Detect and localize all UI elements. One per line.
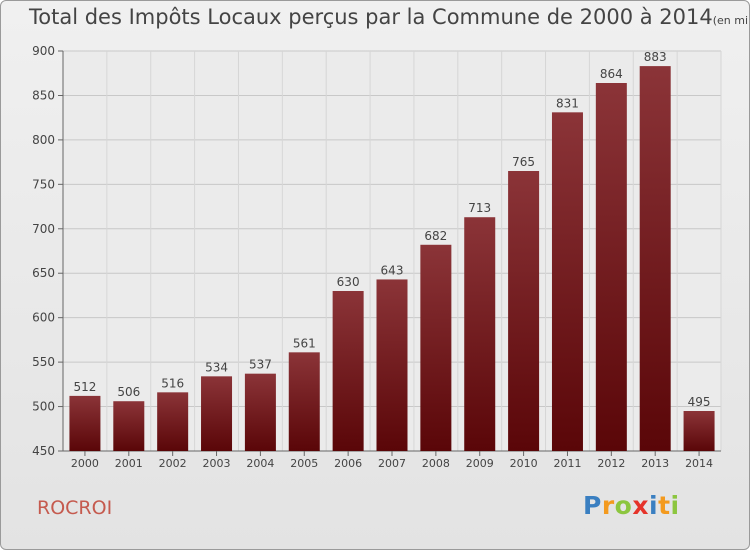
y-tick-label: 450 (32, 444, 55, 458)
y-tick-label: 850 (32, 88, 55, 102)
value-label: 537 (249, 358, 272, 372)
bar-2000 (69, 395, 101, 451)
value-label: 495 (688, 395, 711, 409)
bar-2013 (639, 66, 671, 451)
x-tick-label: 2003 (203, 457, 231, 470)
x-tick-label: 2007 (378, 457, 406, 470)
x-tick-label: 2009 (466, 457, 494, 470)
y-tick-label: 600 (32, 311, 55, 325)
logo-letter: i (670, 491, 680, 520)
value-label: 506 (117, 385, 140, 399)
x-tick-label: 2011 (553, 457, 581, 470)
value-label: 713 (468, 201, 491, 215)
x-tick-label: 2002 (159, 457, 187, 470)
value-label: 864 (600, 67, 623, 81)
bar-2003 (201, 376, 233, 451)
bar-2012 (595, 83, 627, 451)
logo-letter: P (583, 491, 602, 520)
x-tick-label: 2014 (685, 457, 713, 470)
x-tick-label: 2005 (290, 457, 318, 470)
logo-letter: i (649, 491, 659, 520)
y-tick-label: 800 (32, 133, 55, 147)
logo-letter: r (601, 491, 615, 520)
x-tick-label: 2001 (115, 457, 143, 470)
value-label: 765 (512, 155, 535, 169)
bar-2011 (551, 112, 583, 451)
bar-2014 (683, 411, 715, 451)
bar-2005 (288, 352, 320, 451)
y-tick-label: 750 (32, 177, 55, 191)
bar-2008 (420, 244, 452, 451)
y-tick-label: 650 (32, 266, 55, 280)
bars (69, 66, 715, 451)
proxiti-logo[interactable]: Proxiti (583, 491, 680, 520)
x-tick-label: 2008 (422, 457, 450, 470)
y-tick-label: 700 (32, 222, 55, 236)
chart-title-text: Total des Impôts Locaux perçus par la Co… (29, 5, 713, 29)
logo-letter: o (614, 491, 633, 520)
bar-2002 (157, 392, 189, 451)
value-label: 516 (161, 376, 184, 390)
x-tick-label: 2013 (641, 457, 669, 470)
bar-2007 (376, 279, 408, 451)
value-label: 682 (424, 229, 447, 243)
value-label: 561 (293, 336, 316, 350)
value-label: 534 (205, 360, 228, 374)
x-tick-label: 2012 (597, 457, 625, 470)
value-label: 643 (381, 263, 404, 277)
y-tick-label: 550 (32, 355, 55, 369)
value-label: 831 (556, 96, 579, 110)
x-tick-label: 2000 (71, 457, 99, 470)
bar-2009 (464, 217, 496, 451)
chart-title: Total des Impôts Locaux perçus par la Co… (29, 5, 749, 29)
bar-2004 (244, 373, 276, 451)
x-tick-label: 2006 (334, 457, 362, 470)
x-tick-label: 2004 (246, 457, 274, 470)
bar-2001 (113, 401, 145, 451)
x-tick-label: 2010 (510, 457, 538, 470)
value-label: 512 (73, 380, 96, 394)
y-tick-label: 500 (32, 400, 55, 414)
commune-name: ROCROI (37, 497, 113, 519)
y-tick-label: 900 (32, 44, 55, 58)
logo-letter: x (632, 491, 649, 520)
logo-letter: t (658, 491, 671, 520)
bar-2010 (508, 171, 540, 451)
value-label: 883 (644, 50, 667, 64)
value-label: 630 (337, 275, 360, 289)
bar-2006 (332, 291, 364, 451)
labels: 450 500 550 600 650 700 750 800 850 900 512 2000 506… (32, 44, 713, 470)
chart-unit: (en milliers d'€) (712, 14, 749, 27)
